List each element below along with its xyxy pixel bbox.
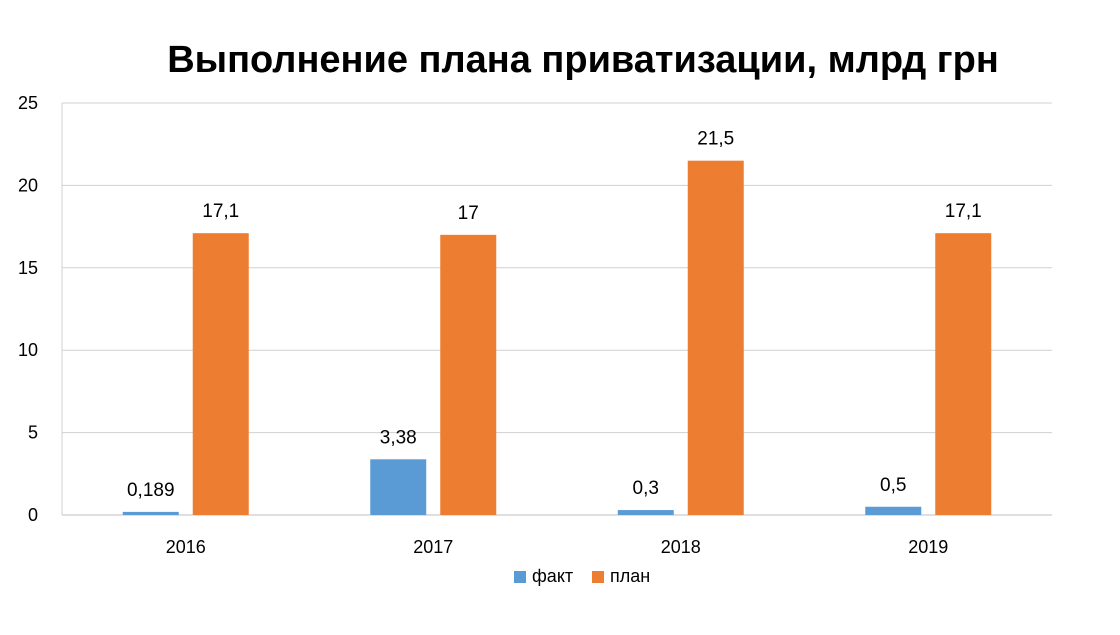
legend: факт план	[514, 566, 650, 586]
chart-title: Выполнение плана приватизации, млрд грн	[167, 39, 999, 81]
bar-факт-2019	[865, 506, 922, 515]
legend-label: план	[610, 566, 650, 586]
legend-swatch	[592, 571, 604, 583]
data-labels: 0,189 17,1 3,38 17 0,3 21,5 0,5 17,1	[127, 129, 982, 501]
x-tick-label: 2019	[908, 537, 948, 557]
bars	[122, 160, 992, 515]
data-label: 17,1	[945, 201, 982, 222]
y-tick-label: 25	[18, 93, 38, 113]
y-tick-label: 20	[18, 175, 38, 195]
legend-label: факт	[532, 566, 573, 586]
y-tick-label: 15	[18, 258, 38, 278]
bar-план-2019	[935, 233, 992, 515]
x-tick-label: 2017	[413, 537, 453, 557]
bar-план-2018	[687, 160, 744, 515]
y-axis: 0 5 10 15 20 25	[18, 93, 63, 525]
bar-факт-2016	[122, 511, 179, 515]
bar-план-2017	[440, 234, 497, 515]
data-label: 0,189	[127, 480, 175, 501]
x-axis: 2016 2017 2018 2019	[166, 537, 949, 557]
bar-факт-2017	[370, 459, 427, 515]
bar-факт-2018	[617, 510, 674, 515]
data-label: 17	[458, 203, 479, 224]
y-tick-label: 0	[28, 505, 38, 525]
legend-item-план: план	[592, 566, 650, 586]
data-label: 0,3	[633, 478, 659, 499]
legend-swatch	[514, 571, 526, 583]
legend-item-факт: факт	[514, 566, 573, 586]
data-label: 21,5	[697, 129, 734, 150]
bar-план-2016	[192, 233, 249, 515]
data-label: 17,1	[202, 201, 239, 222]
y-tick-label: 10	[18, 340, 38, 360]
x-tick-label: 2018	[661, 537, 701, 557]
y-tick-label: 5	[28, 423, 38, 443]
x-tick-label: 2016	[166, 537, 206, 557]
data-label: 0,5	[880, 475, 906, 496]
data-label: 3,38	[380, 427, 417, 448]
